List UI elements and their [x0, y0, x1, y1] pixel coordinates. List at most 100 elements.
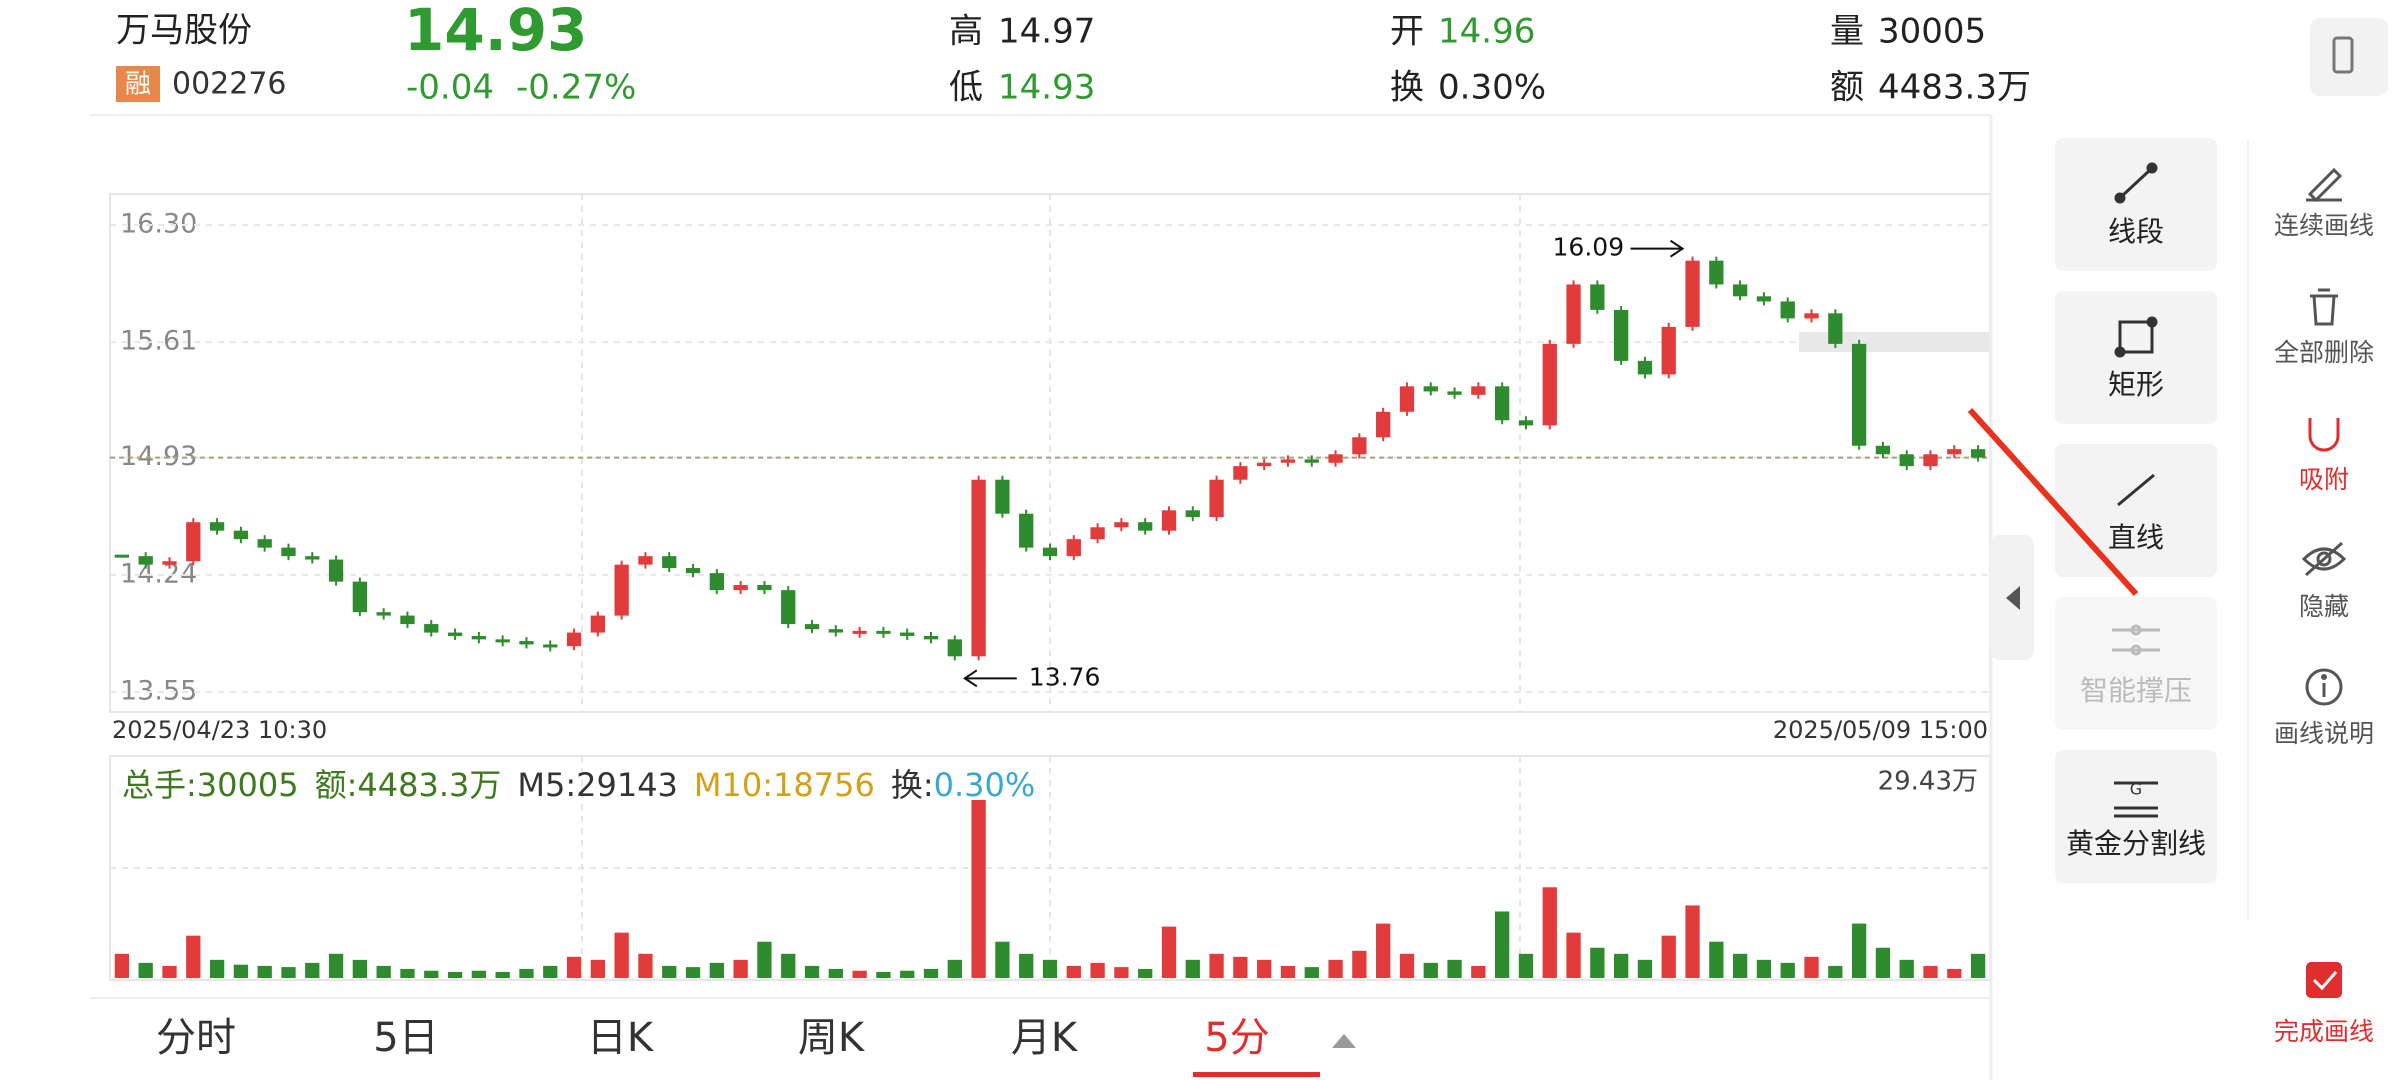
tab-expand[interactable] — [1332, 1034, 1356, 1048]
side-label[interactable]: 全部删除 — [2274, 338, 2374, 367]
price: 14.93 — [404, 0, 587, 64]
volume-bar — [1518, 953, 1534, 978]
tab[interactable]: 5日 — [373, 1015, 438, 1061]
volume-bar — [138, 962, 153, 978]
volume-bar — [1947, 968, 1962, 978]
volume-bar — [1090, 962, 1105, 978]
volume-bar — [1209, 953, 1224, 978]
volume-bar — [757, 941, 772, 978]
orientation-button[interactable] — [2310, 18, 2388, 96]
volume-bar — [1399, 953, 1415, 978]
volume-bar — [566, 956, 582, 978]
side-label[interactable]: 画线说明 — [2274, 719, 2374, 748]
candle — [1566, 284, 1581, 344]
candle — [1304, 459, 1319, 463]
candle — [1423, 386, 1438, 392]
volume-bar — [1637, 959, 1653, 978]
drawn-line — [1967, 407, 2139, 597]
volume-bar — [1280, 965, 1296, 978]
candle — [1804, 313, 1819, 319]
tool-button[interactable] — [2055, 138, 2217, 271]
volume-bar — [495, 971, 510, 978]
volume-bar — [1019, 953, 1034, 978]
candle — [1019, 513, 1034, 548]
tool-button[interactable] — [2055, 444, 2217, 577]
candle — [233, 530, 249, 540]
candle — [1495, 386, 1510, 421]
candle — [1542, 343, 1557, 426]
volume-bar — [1899, 959, 1914, 978]
finish-button[interactable]: 完成画线 — [2274, 1017, 2374, 1046]
candle — [1257, 462, 1272, 467]
volume-legend: 总手:30005 额:4483.3万 M5:29143 M10:18756 换:0.30… — [122, 766, 1035, 804]
side-label[interactable]: 隐藏 — [2299, 592, 2349, 621]
high-label: 高 — [949, 12, 983, 52]
volume-bar — [400, 968, 415, 978]
candle — [1114, 522, 1129, 528]
candle — [971, 479, 986, 657]
volume-bar — [1376, 923, 1391, 978]
volume-bar — [1161, 926, 1177, 978]
volume-bar — [1114, 967, 1129, 978]
volume-bar — [519, 968, 534, 978]
volume-bar — [709, 962, 724, 978]
candle — [1185, 510, 1200, 518]
low-label: 13.76 — [1029, 662, 1101, 691]
volume-bar — [1685, 905, 1700, 978]
vertical-grid — [110, 194, 1990, 980]
candle — [1947, 449, 1962, 455]
tab[interactable]: 分时 — [156, 1015, 236, 1061]
candle — [1614, 309, 1629, 361]
volume-bar — [1970, 953, 1986, 978]
candle — [1447, 391, 1462, 395]
candle — [1042, 547, 1058, 557]
volume-bar — [1566, 932, 1581, 978]
legend-entry: 换: — [891, 766, 934, 804]
candle — [900, 632, 915, 636]
volume-bar — [1804, 956, 1819, 978]
volume-bar — [1423, 962, 1438, 978]
candle — [852, 630, 867, 634]
volume-bar — [1780, 962, 1795, 978]
low-arrow — [963, 669, 1017, 688]
y-tick-label: 29.43万 — [1878, 767, 1978, 797]
amount-label: 额 — [1830, 68, 1864, 108]
tool-label: 直线 — [2108, 521, 2164, 554]
candle — [1780, 301, 1795, 319]
candle — [566, 632, 582, 647]
tab[interactable]: 月K — [1011, 1015, 1079, 1061]
change-pct: -0.27% — [516, 68, 636, 108]
badge: 融 — [125, 70, 151, 100]
volume-bar — [1709, 941, 1724, 978]
tool-label: 黄金分割线 — [2066, 827, 2206, 860]
badge-bg — [116, 66, 160, 102]
candle — [638, 556, 653, 565]
high: 14.97 — [998, 12, 1095, 52]
collapse-arrow — [2006, 586, 2020, 610]
candle — [471, 635, 486, 640]
volume-bar — [114, 953, 130, 978]
volume-bar — [162, 965, 177, 978]
tab-active[interactable]: 5分 — [1204, 1015, 1269, 1061]
volume-bar — [971, 800, 986, 978]
candle — [995, 479, 1010, 514]
volume-bar — [590, 959, 605, 978]
volume-bar — [995, 941, 1010, 978]
tool-button[interactable] — [2055, 291, 2217, 424]
candle — [947, 639, 962, 657]
side-label[interactable]: 连续画线 — [2274, 211, 2374, 240]
drawn-band — [1799, 332, 1990, 352]
tab[interactable]: 周K — [798, 1015, 866, 1061]
volume-bar — [804, 965, 820, 978]
side-label[interactable]: 吸附 — [2299, 465, 2349, 494]
volume-bar — [852, 970, 867, 978]
finish-check — [2312, 971, 2338, 991]
volume-bar — [233, 964, 249, 978]
candle — [1637, 360, 1653, 375]
volume-bar — [209, 959, 225, 978]
tab[interactable]: 日K — [587, 1015, 655, 1061]
volume-bar — [1495, 911, 1510, 978]
volume-bar — [543, 965, 558, 978]
candle — [709, 573, 724, 591]
